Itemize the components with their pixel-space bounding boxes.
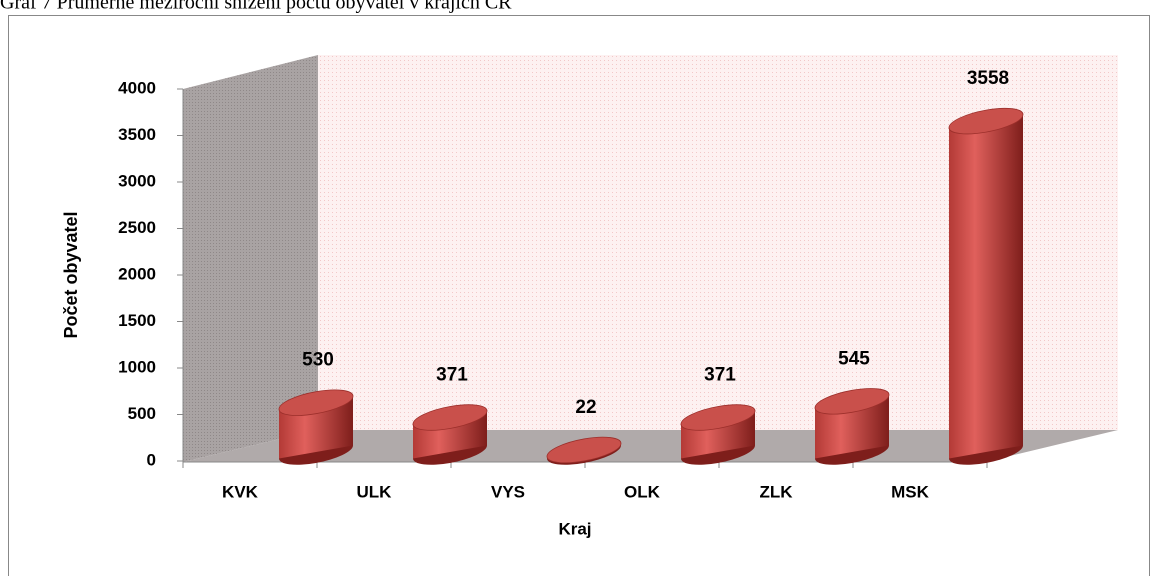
y-tick-label: 3000 [118,171,156,190]
bar [546,436,622,465]
bar [948,107,1024,465]
y-tick-label: 3500 [118,125,156,144]
x-tick-label: OLK [624,482,661,501]
y-tick-label: 500 [128,404,156,423]
data-label: 371 [436,365,468,386]
bar [412,404,488,465]
side-wall [183,55,318,462]
bar-top [412,404,488,431]
bar [680,404,756,465]
x-tick-label: VYS [491,482,525,501]
chart-title: Graf 7 Průměrné meziroční snížení počtu … [0,0,512,14]
bar-top [680,404,756,431]
x-tick-label: ULK [357,482,393,501]
x-tick-label: KVK [222,482,259,501]
data-label: 22 [575,397,596,418]
data-label: 545 [838,348,870,369]
y-tick-label: 2500 [118,218,156,237]
bar-body [949,114,1023,459]
bar-top [814,388,890,415]
x-tick-label: ZLK [759,482,793,501]
y-tick-label: 4000 [118,78,156,97]
data-label: 371 [704,365,736,386]
data-label: 3558 [967,68,1009,89]
data-label: 530 [302,350,334,371]
y-tick-label: 0 [147,450,156,469]
x-tick-label: MSK [891,482,930,501]
y-tick-label: 2000 [118,264,156,283]
y-axis-label: Počet obyvatel [61,211,81,338]
bar [278,389,354,465]
y-tick-label: 1000 [118,357,156,376]
bar-top [278,389,354,416]
bar-top [948,107,1024,135]
x-axis-label: Kraj [558,519,591,538]
bar [814,388,890,465]
bar-top [546,436,622,464]
y-tick-label: 1500 [118,311,156,330]
